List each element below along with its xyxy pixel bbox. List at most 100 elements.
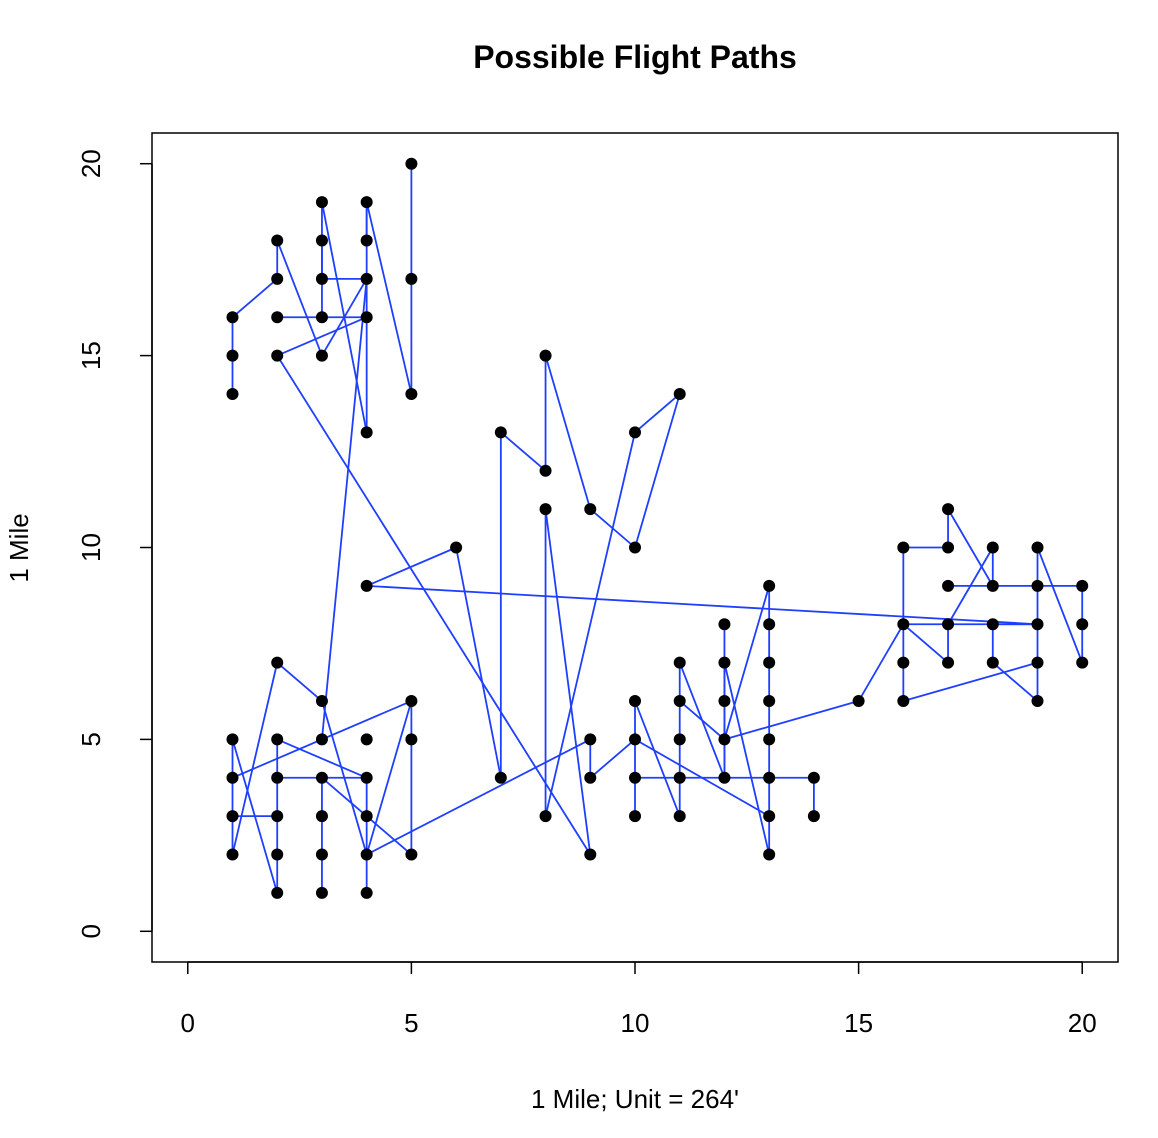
- waypoint-point: [986, 579, 999, 592]
- waypoint-point: [897, 541, 910, 554]
- flight-path-segment: [679, 700, 726, 741]
- waypoint-point: [315, 733, 328, 746]
- waypoint-point: [1076, 618, 1089, 631]
- waypoint-point: [271, 311, 284, 324]
- flight-path-segment: [544, 355, 592, 510]
- flight-path-segment: [231, 278, 278, 318]
- y-tick-label: 10: [76, 533, 106, 562]
- waypoint-point: [1031, 656, 1044, 669]
- flight-path-segment: [366, 738, 591, 856]
- waypoint-point: [450, 541, 463, 554]
- flight-path-segment: [723, 662, 771, 855]
- waypoint-point: [271, 656, 284, 669]
- x-axis-label: 1 Mile; Unit = 264': [531, 1084, 739, 1114]
- waypoint-point: [986, 656, 999, 669]
- waypoint-point: [718, 656, 731, 669]
- waypoint-point: [226, 733, 239, 746]
- waypoint-point: [226, 848, 239, 861]
- waypoint-point: [271, 272, 284, 285]
- waypoint-point: [226, 387, 239, 400]
- waypoint-point: [673, 656, 686, 669]
- waypoint-point: [360, 886, 373, 899]
- flight-path-segment: [902, 623, 949, 664]
- x-axis: 0 5 10 15 20: [181, 961, 1097, 1038]
- waypoint-point: [494, 771, 507, 784]
- waypoint-point: [539, 349, 552, 362]
- waypoint-point: [584, 503, 597, 516]
- waypoint-point: [360, 272, 373, 285]
- y-tick-label: 20: [76, 149, 106, 178]
- waypoint-point: [942, 503, 955, 516]
- waypoint-point: [360, 311, 373, 324]
- flight-path-segment: [1036, 547, 1084, 663]
- waypoint-point: [718, 771, 731, 784]
- y-tick-label: 0: [76, 924, 106, 938]
- flight-path-segment: [634, 393, 681, 434]
- waypoint-point: [629, 771, 641, 784]
- waypoint-point: [539, 810, 552, 823]
- waypoint-point: [897, 695, 910, 708]
- waypoint-point: [897, 656, 910, 669]
- waypoint-markers: [226, 157, 1089, 899]
- waypoint-point: [807, 810, 820, 823]
- waypoint-point: [1031, 541, 1044, 554]
- waypoint-point: [1031, 695, 1044, 708]
- flight-path-segment: [544, 509, 592, 855]
- waypoint-point: [315, 234, 328, 247]
- waypoint-point: [315, 311, 328, 324]
- flight-path-segment: [903, 661, 1038, 702]
- waypoint-point: [942, 618, 955, 631]
- y-tick-label: 5: [76, 732, 106, 746]
- waypoint-point: [315, 810, 328, 823]
- waypoint-point: [315, 695, 328, 708]
- waypoint-point: [360, 426, 373, 439]
- waypoint-point: [584, 733, 597, 746]
- waypoint-point: [271, 848, 284, 861]
- flight-path-segment: [366, 546, 457, 587]
- flight-path-segment: [634, 700, 681, 817]
- waypoint-point: [360, 234, 373, 247]
- waypoint-point: [673, 771, 686, 784]
- waypoint-point: [986, 541, 999, 554]
- waypoint-point: [539, 503, 552, 516]
- waypoint-point: [629, 733, 641, 746]
- flight-path-segment: [276, 661, 323, 702]
- flight-path-segment: [634, 393, 681, 548]
- waypoint-point: [360, 810, 373, 823]
- waypoint-point: [718, 733, 731, 746]
- waypoint-point: [584, 771, 597, 784]
- flight-path-segment: [455, 547, 502, 778]
- waypoint-point: [315, 272, 328, 285]
- waypoint-point: [942, 579, 955, 592]
- waypoint-point: [718, 695, 731, 708]
- waypoint-point: [629, 695, 641, 708]
- waypoint-point: [629, 810, 641, 823]
- x-tick-label: 15: [844, 1008, 873, 1038]
- waypoint-point: [673, 733, 686, 746]
- chart-title: Possible Flight Paths: [473, 39, 797, 75]
- waypoint-point: [763, 771, 776, 784]
- flight-path-segment: [365, 700, 413, 855]
- waypoint-point: [986, 618, 999, 631]
- waypoint-point: [763, 656, 776, 669]
- waypoint-point: [718, 618, 731, 631]
- waypoint-point: [763, 733, 776, 746]
- flight-path-lines: [231, 163, 1084, 894]
- waypoint-point: [673, 695, 686, 708]
- waypoint-point: [315, 886, 328, 899]
- waypoint-point: [539, 464, 552, 477]
- waypoint-point: [673, 810, 686, 823]
- waypoint-point: [271, 771, 284, 784]
- flight-path-segment: [589, 508, 636, 549]
- flight-path-segment: [857, 623, 905, 702]
- waypoint-point: [1076, 579, 1089, 592]
- waypoint-point: [405, 695, 418, 708]
- waypoint-point: [494, 426, 507, 439]
- waypoint-point: [271, 886, 284, 899]
- waypoint-point: [897, 618, 910, 631]
- flight-path-segment: [321, 278, 368, 740]
- waypoint-point: [763, 848, 776, 861]
- x-tick-label: 10: [621, 1008, 650, 1038]
- waypoint-point: [629, 426, 641, 439]
